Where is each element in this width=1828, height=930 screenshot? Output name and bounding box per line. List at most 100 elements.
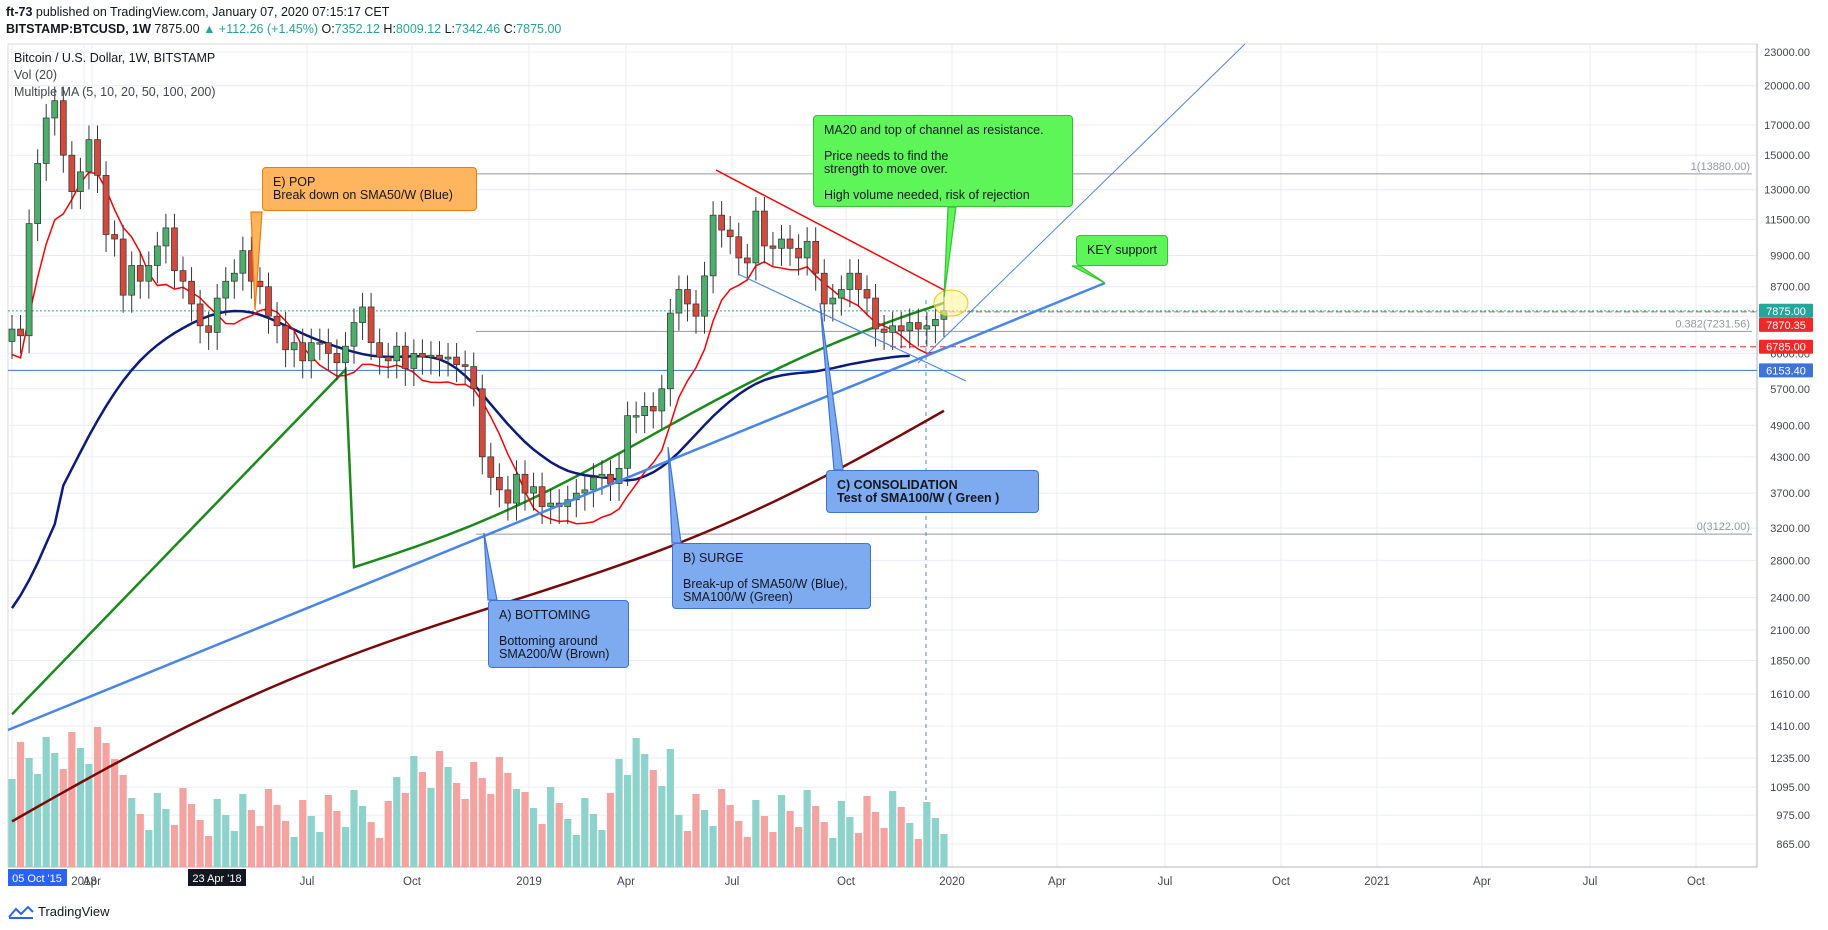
volume-bar (282, 821, 290, 867)
candle-body (761, 210, 768, 247)
volume-bar (444, 767, 452, 867)
volume-bar (606, 793, 615, 867)
close-label: C: (503, 22, 517, 36)
candle-body (102, 174, 110, 235)
author-name[interactable]: ft-73 (6, 5, 33, 19)
candle-body (136, 265, 144, 282)
candle-body (213, 297, 221, 333)
candle-body (675, 289, 683, 314)
annotation-pop[interactable]: E) POP Break down on SMA50/W (Blue) (262, 167, 477, 211)
candle-body (769, 245, 777, 249)
candle-body (94, 139, 101, 176)
low-value: 7342.46 (455, 22, 501, 36)
volume-bar (683, 831, 692, 867)
volume-bar (700, 810, 709, 867)
y-tick-label: 1610.00 (1770, 689, 1810, 701)
price-label-box (1759, 317, 1813, 332)
candle-body (666, 312, 674, 390)
volume-bar (367, 822, 375, 867)
tradingview-logo[interactable]: TradingView (8, 904, 110, 919)
y-tick-label: 1410.00 (1770, 721, 1810, 733)
volume-bar (470, 762, 478, 867)
volume-bar (333, 811, 341, 867)
brand-name: TradingView (38, 904, 110, 919)
annotation-surge[interactable]: B) SURGE Break-up of SMA50/W (Blue), SMA… (672, 543, 871, 609)
volume-bar (512, 789, 521, 867)
y-tick-label: 17000.00 (1764, 120, 1810, 132)
y-tick-label: 2400.00 (1770, 593, 1810, 605)
volume-bar (410, 756, 418, 867)
annotation-consolidation[interactable]: C) CONSOLIDATION Test of SMA100/W ( Gree… (826, 470, 1039, 513)
volume-bar (324, 795, 332, 867)
volume-bar (247, 810, 255, 867)
y-tick-label: 23000.00 (1764, 47, 1810, 59)
volume-bar (8, 779, 16, 867)
candle-body (316, 342, 324, 345)
candle-body (42, 117, 50, 164)
candle-body (795, 247, 802, 259)
candle-body (34, 163, 42, 224)
y-tick-label: 1850.00 (1770, 655, 1810, 667)
volume-bar (658, 786, 666, 867)
annotation-bottoming[interactable]: A) BOTTOMING Bottoming around SMA200/W (… (488, 600, 629, 668)
volume-bar (136, 814, 144, 867)
volume-bar (478, 778, 486, 867)
channel-support-line (917, 43, 1246, 364)
volume-bar (786, 811, 794, 867)
volume-bar (871, 812, 880, 867)
candle-body (367, 306, 375, 344)
y-tick-label: 1235.00 (1770, 753, 1810, 765)
volume-bar (401, 793, 409, 867)
volume-bar (743, 837, 751, 867)
volume-bar (307, 816, 315, 867)
volume-bar (85, 764, 93, 867)
sma50-line (10, 309, 910, 609)
candle-body (820, 272, 828, 305)
candle-body (25, 223, 33, 337)
volume-bar (358, 806, 367, 867)
volume-bar (111, 759, 119, 867)
volume-bar (384, 801, 392, 867)
candle-body (68, 154, 76, 192)
volume-bar (205, 836, 213, 867)
long-term-trendline (7, 281, 1106, 732)
candle-body (325, 342, 332, 354)
x-tick-label: Oct (403, 876, 422, 888)
candle-body (932, 318, 939, 327)
price-label: 7875.00 (1766, 306, 1806, 318)
y-tick-label: 865.00 (1776, 839, 1810, 851)
candle-body (504, 489, 512, 504)
high-value: 8009.12 (395, 22, 442, 36)
candle-body (872, 297, 879, 330)
x-tick-label: Oct (1687, 876, 1706, 888)
volume-bar (666, 749, 674, 867)
volume-bar (453, 783, 461, 867)
annotation-key-support[interactable]: KEY support (1076, 235, 1168, 266)
candle-body (923, 325, 931, 330)
time-start-box (8, 869, 67, 886)
volume-bar (760, 816, 768, 867)
x-tick-label: 2018 (71, 876, 97, 888)
candle-body (889, 325, 897, 333)
candle-body (470, 366, 478, 390)
volume-bar (914, 839, 922, 867)
volume-bar (564, 819, 572, 867)
y-tick-label: 3700.00 (1770, 488, 1810, 500)
candle-body (496, 476, 503, 491)
x-tick-label: 2020 (939, 876, 965, 888)
candle-body (290, 342, 298, 351)
y-tick-label: 3200.00 (1770, 523, 1810, 535)
candle-body (256, 280, 264, 288)
resistance-pointer (943, 206, 957, 298)
volume-bar (632, 738, 640, 867)
candle-body (128, 265, 136, 296)
fib-level-label: 1(13880.00) (1691, 161, 1750, 173)
candle-body (154, 245, 161, 266)
candle-body (641, 406, 649, 416)
candle-body (453, 356, 460, 365)
volume-bar (128, 798, 136, 867)
y-tick-label: 11500.00 (1765, 214, 1810, 226)
annotation-resistance[interactable]: MA20 and top of channel as resistance. P… (813, 115, 1073, 207)
volume-bar (931, 818, 939, 867)
volume-bar (906, 823, 914, 867)
